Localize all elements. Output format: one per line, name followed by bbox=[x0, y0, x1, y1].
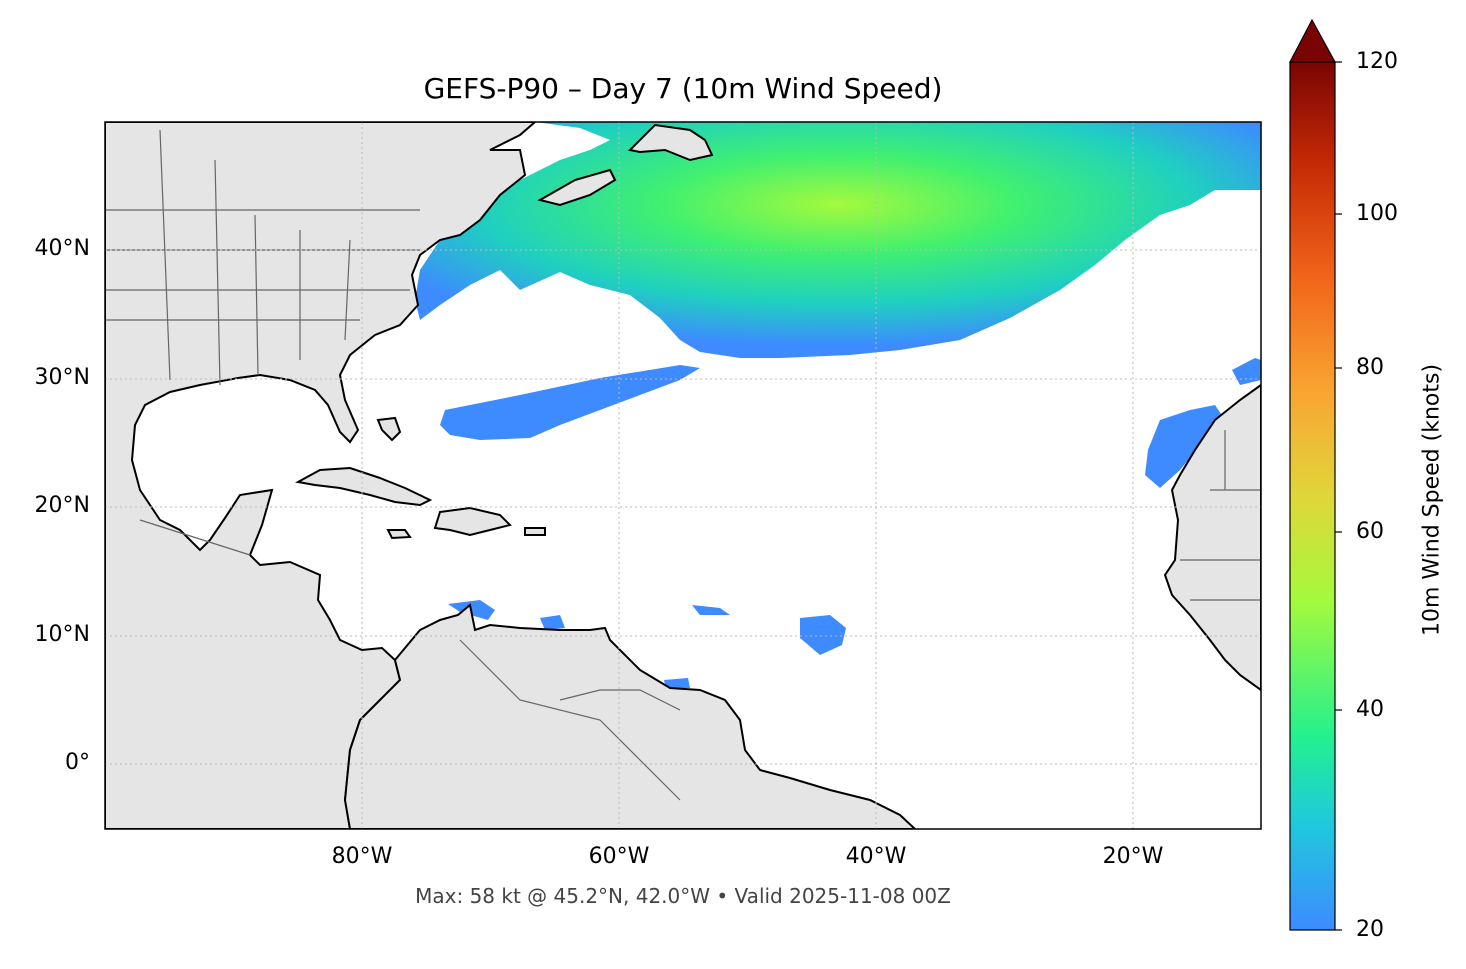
land-cuba bbox=[295, 466, 433, 507]
colorbar-tick-60: 60 bbox=[1356, 519, 1384, 544]
colorbar-tick-40: 40 bbox=[1356, 697, 1384, 722]
lat-label-10n: 10°N bbox=[34, 622, 90, 647]
lon-label-60w: 60°W bbox=[588, 844, 650, 869]
colorbar-tick-80: 80 bbox=[1356, 355, 1384, 380]
max-info-footer: Max: 58 kt @ 45.2°N, 42.0°W • Valid 2025… bbox=[415, 884, 951, 908]
wind-field-subtropical-streaks bbox=[440, 365, 700, 440]
map-frame bbox=[104, 121, 1262, 830]
colorbar-tick-100: 100 bbox=[1356, 201, 1398, 226]
wind-field-eastern-atlantic bbox=[1145, 405, 1225, 488]
colorbar-tick-marks bbox=[1335, 61, 1342, 931]
wind-field-guiana bbox=[664, 678, 690, 688]
land-south-america bbox=[343, 603, 917, 829]
lon-label-80w: 80°W bbox=[331, 844, 393, 869]
lon-label-20w: 20°W bbox=[1102, 844, 1164, 869]
wind-field-tropical-2 bbox=[692, 605, 730, 615]
wind-field-tropical-1 bbox=[800, 615, 846, 655]
lat-label-20n: 20°N bbox=[34, 493, 90, 518]
land-bahamas bbox=[376, 416, 402, 442]
political-borders bbox=[105, 129, 1261, 801]
lat-label-30n: 30°N bbox=[34, 365, 90, 390]
colorbar bbox=[1289, 61, 1336, 931]
lat-label-0: 0° bbox=[65, 750, 90, 775]
colorbar-tick-20: 20 bbox=[1356, 917, 1384, 942]
lon-label-40w: 40°W bbox=[845, 844, 907, 869]
land-north-america bbox=[105, 122, 537, 829]
land-newfoundland bbox=[627, 123, 714, 162]
wind-field-north-atlantic bbox=[415, 122, 1261, 358]
colorbar-title: 10m Wind Speed (knots) bbox=[1419, 363, 1445, 637]
land-puerto-rico bbox=[524, 527, 546, 536]
colorbar-extend-arrow bbox=[1289, 18, 1337, 63]
lat-label-40n: 40°N bbox=[34, 236, 90, 261]
wind-field-canaries bbox=[1232, 358, 1261, 385]
colorbar-tick-120: 120 bbox=[1356, 49, 1398, 74]
land-africa bbox=[1163, 383, 1261, 692]
land-nova-scotia bbox=[537, 168, 617, 207]
wind-field-tropical-3 bbox=[540, 615, 565, 630]
land-jamaica bbox=[386, 529, 412, 540]
map-title: GEFS-P90 – Day 7 (10m Wind Speed) bbox=[423, 72, 943, 105]
land-hispaniola bbox=[433, 506, 512, 537]
